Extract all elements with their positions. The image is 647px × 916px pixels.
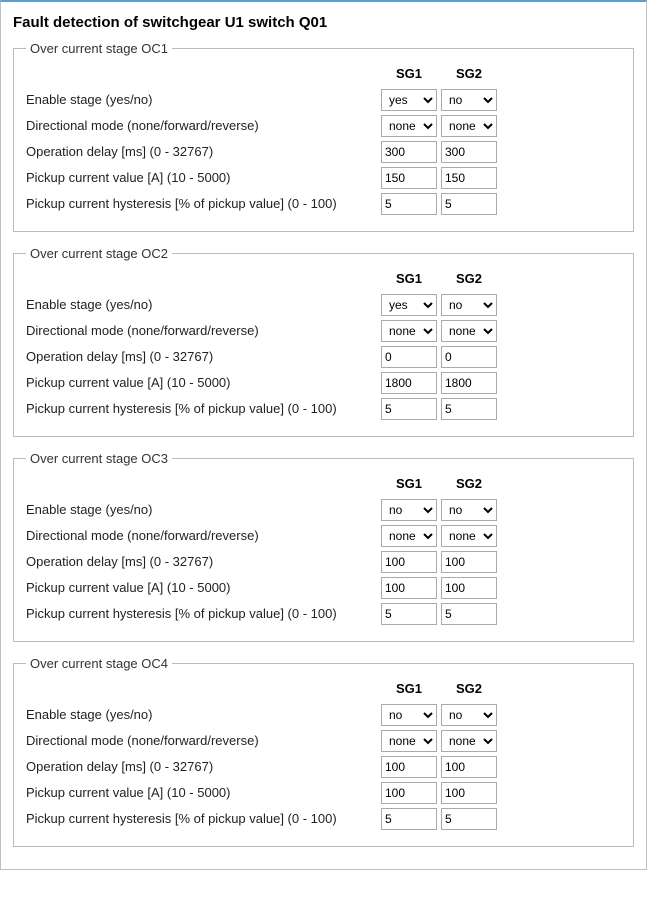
label-delay: Operation delay [ms] (0 - 32767) [26, 554, 381, 570]
label-delay: Operation delay [ms] (0 - 32767) [26, 144, 381, 160]
col-head-sg1: SG1 [381, 271, 437, 286]
oc3-sg1-pickup-input[interactable] [381, 577, 437, 599]
oc4-sg1-delay-input[interactable] [381, 756, 437, 778]
fieldset-oc4: Over current stage OC4 SG1 SG2 Enable st… [13, 656, 634, 847]
col-head-sg2: SG2 [441, 271, 497, 286]
col-head-sg2: SG2 [441, 476, 497, 491]
oc1-sg1-delay-input[interactable] [381, 141, 437, 163]
oc3-sg2-delay-input[interactable] [441, 551, 497, 573]
oc3-sg2-pickup-input[interactable] [441, 577, 497, 599]
oc1-sg1-enable-select[interactable]: yes [381, 89, 437, 111]
oc4-sg1-dir-select[interactable]: none [381, 730, 437, 752]
header-row: SG1 SG2 [26, 271, 621, 286]
row-delay: Operation delay [ms] (0 - 32767) [26, 141, 621, 163]
header-row: SG1 SG2 [26, 66, 621, 81]
legend-oc3: Over current stage OC3 [26, 451, 172, 466]
label-dir: Directional mode (none/forward/reverse) [26, 118, 381, 134]
oc1-sg1-hyst-input[interactable] [381, 193, 437, 215]
oc3-sg1-hyst-input[interactable] [381, 603, 437, 625]
fieldset-oc1: Over current stage OC1 SG1 SG2 Enable st… [13, 41, 634, 232]
label-enable: Enable stage (yes/no) [26, 707, 381, 723]
oc1-sg1-dir-select[interactable]: none [381, 115, 437, 137]
fieldset-oc2: Over current stage OC2 SG1 SG2 Enable st… [13, 246, 634, 437]
label-hyst: Pickup current hysteresis [% of pickup v… [26, 811, 381, 827]
row-enable: Enable stage (yes/no) yes no [26, 89, 621, 111]
config-panel: Fault detection of switchgear U1 switch … [0, 0, 647, 870]
oc2-sg1-hyst-input[interactable] [381, 398, 437, 420]
header-row: SG1 SG2 [26, 681, 621, 696]
legend-oc2: Over current stage OC2 [26, 246, 172, 261]
oc4-sg2-hyst-input[interactable] [441, 808, 497, 830]
legend-oc1: Over current stage OC1 [26, 41, 172, 56]
label-hyst: Pickup current hysteresis [% of pickup v… [26, 606, 381, 622]
oc1-sg2-hyst-input[interactable] [441, 193, 497, 215]
row-hyst: Pickup current hysteresis [% of pickup v… [26, 193, 621, 215]
oc4-sg2-pickup-input[interactable] [441, 782, 497, 804]
oc2-sg1-enable-select[interactable]: yes [381, 294, 437, 316]
oc1-sg1-pickup-input[interactable] [381, 167, 437, 189]
oc3-sg1-delay-input[interactable] [381, 551, 437, 573]
label-enable: Enable stage (yes/no) [26, 92, 381, 108]
oc3-sg2-dir-select[interactable]: none [441, 525, 497, 547]
label-dir: Directional mode (none/forward/reverse) [26, 323, 381, 339]
oc2-sg1-pickup-input[interactable] [381, 372, 437, 394]
header-row: SG1 SG2 [26, 476, 621, 491]
page-title: Fault detection of switchgear U1 switch … [13, 14, 634, 31]
col-head-sg1: SG1 [381, 681, 437, 696]
row-dir: Directional mode (none/forward/reverse) … [26, 115, 621, 137]
label-enable: Enable stage (yes/no) [26, 297, 381, 313]
label-delay: Operation delay [ms] (0 - 32767) [26, 759, 381, 775]
oc2-sg2-pickup-input[interactable] [441, 372, 497, 394]
oc2-sg2-delay-input[interactable] [441, 346, 497, 368]
col-head-sg2: SG2 [441, 681, 497, 696]
oc4-sg2-dir-select[interactable]: none [441, 730, 497, 752]
oc2-sg2-enable-select[interactable]: no [441, 294, 497, 316]
oc2-sg2-hyst-input[interactable] [441, 398, 497, 420]
label-pickup: Pickup current value [A] (10 - 5000) [26, 580, 381, 596]
label-pickup: Pickup current value [A] (10 - 5000) [26, 375, 381, 391]
label-hyst: Pickup current hysteresis [% of pickup v… [26, 401, 381, 417]
oc3-sg2-enable-select[interactable]: no [441, 499, 497, 521]
oc4-sg1-hyst-input[interactable] [381, 808, 437, 830]
col-head-sg1: SG1 [381, 66, 437, 81]
row-pickup: Pickup current value [A] (10 - 5000) [26, 167, 621, 189]
label-hyst: Pickup current hysteresis [% of pickup v… [26, 196, 381, 212]
label-pickup: Pickup current value [A] (10 - 5000) [26, 170, 381, 186]
label-pickup: Pickup current value [A] (10 - 5000) [26, 785, 381, 801]
label-dir: Directional mode (none/forward/reverse) [26, 528, 381, 544]
fieldset-oc3: Over current stage OC3 SG1 SG2 Enable st… [13, 451, 634, 642]
oc2-sg1-delay-input[interactable] [381, 346, 437, 368]
oc2-sg1-dir-select[interactable]: none [381, 320, 437, 342]
oc3-sg1-dir-select[interactable]: none [381, 525, 437, 547]
oc2-sg2-dir-select[interactable]: none [441, 320, 497, 342]
label-dir: Directional mode (none/forward/reverse) [26, 733, 381, 749]
oc1-sg2-dir-select[interactable]: none [441, 115, 497, 137]
oc4-sg2-enable-select[interactable]: no [441, 704, 497, 726]
oc3-sg1-enable-select[interactable]: no [381, 499, 437, 521]
oc1-sg2-pickup-input[interactable] [441, 167, 497, 189]
oc1-sg2-delay-input[interactable] [441, 141, 497, 163]
oc4-sg1-pickup-input[interactable] [381, 782, 437, 804]
col-head-sg1: SG1 [381, 476, 437, 491]
oc3-sg2-hyst-input[interactable] [441, 603, 497, 625]
oc1-sg2-enable-select[interactable]: no [441, 89, 497, 111]
oc4-sg1-enable-select[interactable]: no [381, 704, 437, 726]
label-delay: Operation delay [ms] (0 - 32767) [26, 349, 381, 365]
legend-oc4: Over current stage OC4 [26, 656, 172, 671]
col-head-sg2: SG2 [441, 66, 497, 81]
oc4-sg2-delay-input[interactable] [441, 756, 497, 778]
label-enable: Enable stage (yes/no) [26, 502, 381, 518]
